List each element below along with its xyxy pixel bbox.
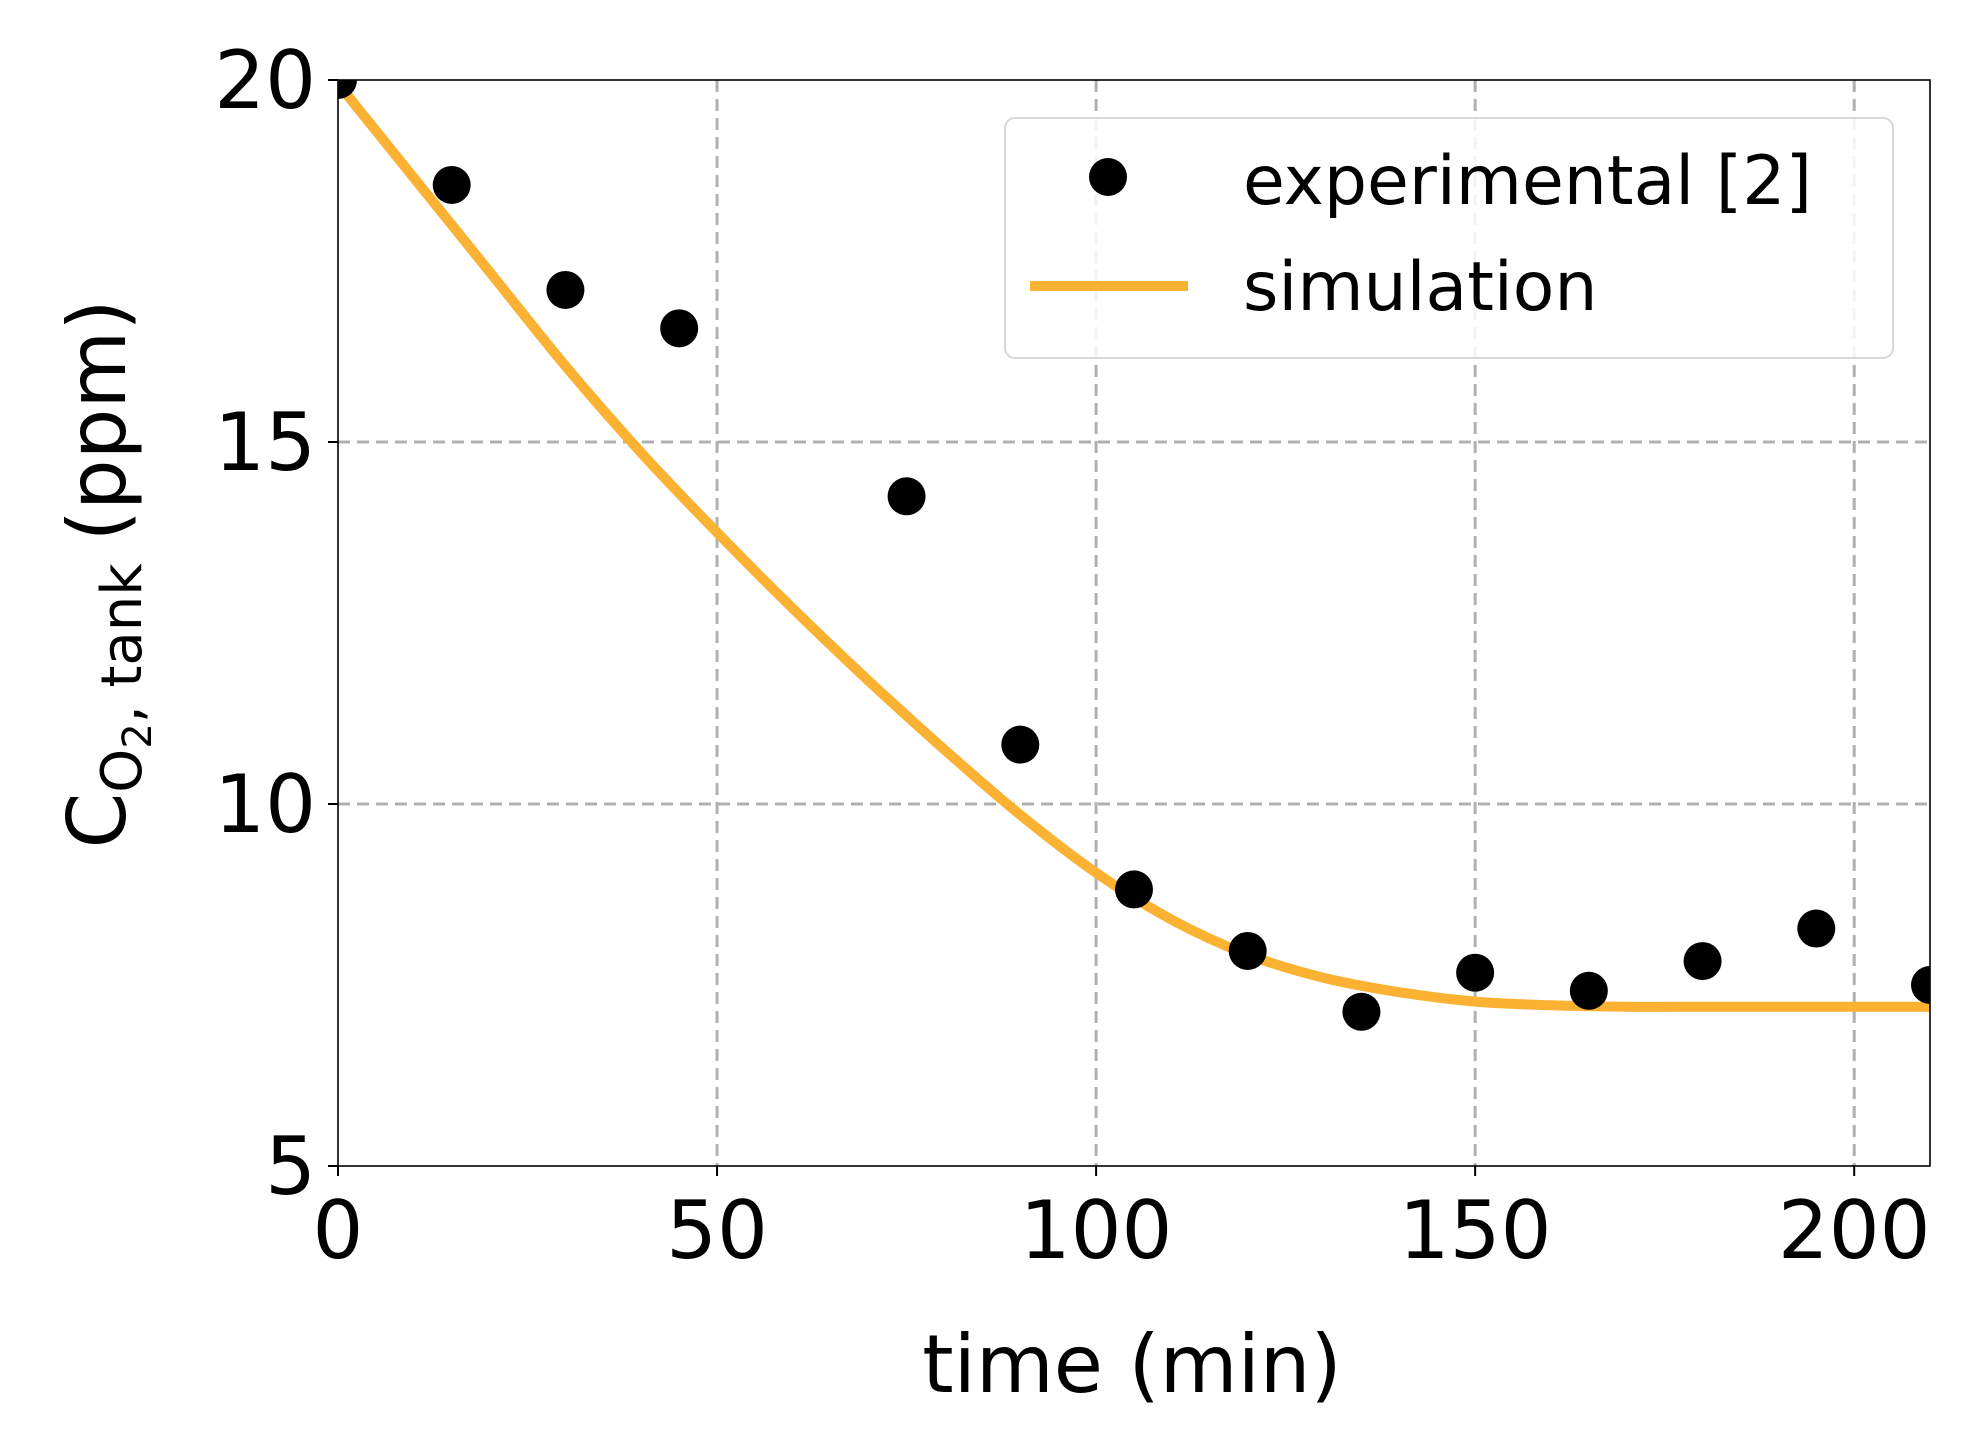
experimental-point (546, 270, 585, 309)
experimental-point (887, 477, 926, 516)
y-axis-label-unit: (ppm) (51, 299, 144, 541)
legend-simulation-label: simulation (1243, 248, 1597, 327)
legend-box (1004, 117, 1894, 359)
y-tick-label: 10 (214, 758, 316, 851)
plot-frame (337, 79, 1931, 1167)
legend-experimental-marker (1089, 158, 1127, 196)
experimental-point (1342, 992, 1381, 1031)
y-axis-label-sub-tank: , tank (90, 563, 155, 723)
simulation-line (338, 80, 1930, 1012)
experimental-point (432, 165, 471, 204)
experimental-point (1456, 953, 1495, 992)
x-tick-label: 50 (666, 1184, 768, 1277)
simulation-series (338, 80, 1930, 1012)
x-tick-label: 0 (313, 1184, 364, 1277)
y-tick-label: 15 (214, 396, 316, 489)
experimental-point (338, 80, 357, 99)
experimental-point (1228, 931, 1267, 970)
axis-ticks: 0 50 100 150 200 5 10 15 20 (214, 34, 1930, 1277)
experimental-point (1911, 966, 1930, 1004)
legend-experimental-label: experimental [2] (1243, 142, 1812, 221)
y-tick-label: 5 (265, 1120, 316, 1213)
experimental-series (338, 80, 1930, 1031)
experimental-point (1001, 725, 1040, 764)
y-axis-label-sub-o: O (90, 749, 155, 793)
x-axis-label: time (min) (922, 1318, 1341, 1411)
x-tick-label: 200 (1778, 1184, 1931, 1277)
legend: experimental [2] simulation (1004, 117, 1894, 359)
x-tick-label: 150 (1399, 1184, 1552, 1277)
experimental-point (1115, 870, 1153, 909)
y-axis-label: CO2, tank (ppm) (51, 299, 161, 848)
experimental-point (1683, 942, 1722, 981)
y-tick-label: 20 (214, 34, 316, 127)
experimental-point (660, 309, 699, 348)
x-tick-label: 100 (1020, 1184, 1173, 1277)
experimental-point (1797, 909, 1836, 948)
y-axis-label-main: C (51, 793, 144, 849)
experimental-point (1569, 971, 1608, 1010)
y-axis-label-sub-2: 2 (115, 723, 161, 748)
